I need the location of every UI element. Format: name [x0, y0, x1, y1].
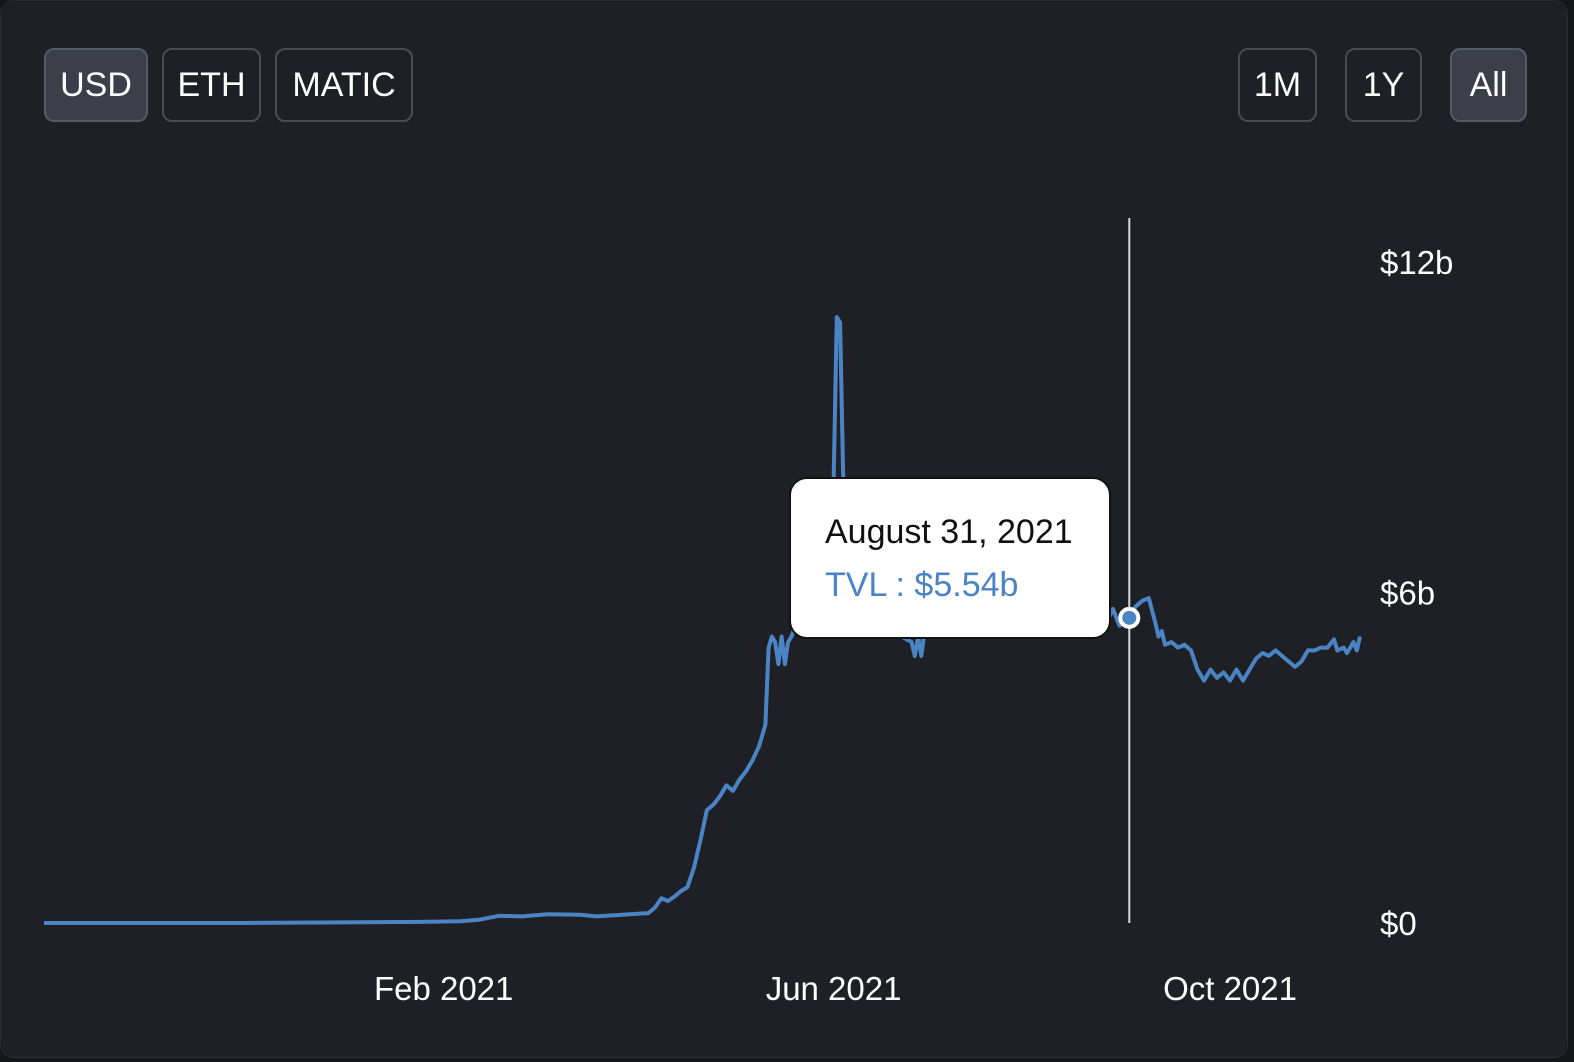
matic-button[interactable]: MATIC [275, 48, 413, 122]
tvl-series-line [44, 315, 1362, 925]
range-toggle: 1M 1Y All [1238, 48, 1527, 122]
hover-tooltip: August 31, 2021 TVL : $5.54b [789, 477, 1111, 639]
y-tick-label: $6b [1380, 575, 1435, 612]
range-1y-button[interactable]: 1Y [1345, 48, 1422, 122]
hover-point [1118, 606, 1141, 629]
currency-toggle: USD ETH MATIC [44, 48, 413, 122]
y-tick-label: $0 [1380, 905, 1417, 942]
tooltip-value: TVL : $5.54b [825, 566, 1019, 604]
x-tick-label: Jun 2021 [766, 970, 902, 1007]
range-1m-button[interactable]: 1M [1238, 48, 1317, 122]
x-tick-label: Feb 2021 [374, 970, 513, 1007]
range-all-button[interactable]: All [1450, 48, 1527, 122]
usd-button[interactable]: USD [44, 48, 148, 122]
tooltip-date: August 31, 2021 [825, 513, 1073, 551]
y-tick-label: $12b [1380, 244, 1453, 281]
eth-button[interactable]: ETH [162, 48, 261, 122]
x-tick-label: Oct 2021 [1163, 970, 1297, 1007]
